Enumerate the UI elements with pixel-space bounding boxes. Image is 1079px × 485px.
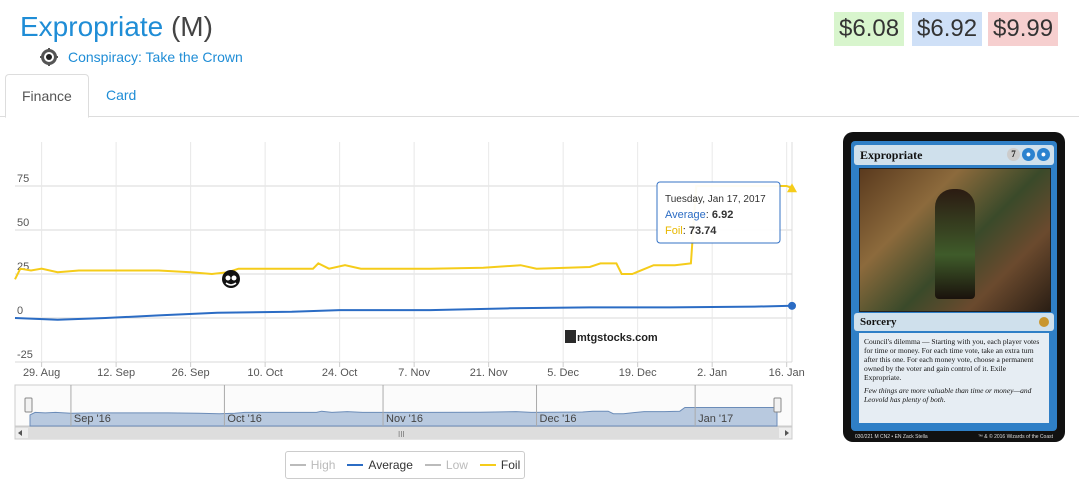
card-copyright: ™ & © 2016 Wizards of the Coast [977,434,1053,440]
legend-item-foil[interactable]: Foil [479,458,521,472]
legend-label-foil: Foil [500,458,521,472]
tooltip-average-row: Average: 6.92 [665,209,733,221]
x-tick-label: 29. Aug [23,367,60,379]
y-tick-label: 75 [17,173,29,185]
tooltip-foil-label: Foil [665,225,683,237]
card-image-title-bar: Expropriate 7 ● ● [854,145,1054,165]
rarity-label: (M) [170,11,213,42]
navigator-tick-label: Oct '16 [227,413,262,425]
set-symbol-icon [1039,317,1049,327]
y-tick-label: 50 [17,217,29,229]
card-artist: Zack Stella [902,434,928,440]
legend-item-low[interactable]: Low [424,458,468,472]
tab-finance[interactable]: Finance [5,74,89,118]
navigator-handle-right[interactable] [773,397,782,413]
tab-card[interactable]: Card [106,87,137,103]
y-tick-label: -25 [17,349,33,361]
tab-bar: Finance Card [0,74,1079,118]
price-low-badge: $6.08 [834,12,905,46]
card-image-title: Expropriate [860,148,923,162]
mana-cost: 7 ● ● [1007,148,1050,161]
card-footer: 030/221 M CN2 • EN Zack Stella ™ & © 201… [855,434,1053,440]
card-collector-info: 030/221 M [855,434,879,440]
x-tick-label: 12. Sep [97,367,135,379]
card-image: Expropriate 7 ● ● Sorcery Council's dile… [843,132,1065,442]
card-name: Expropriate [20,11,164,42]
legend-item-average[interactable]: Average [347,458,413,472]
card-art [859,168,1051,312]
tooltip-date: Tuesday, Jan 17, 2017 [665,194,766,205]
set-link[interactable]: Conspiracy: Take the Crown [68,49,243,65]
price-average-badge: $6.92 [912,12,983,46]
navigator-tick-label: Sep '16 [74,413,111,425]
tooltip-average-label: Average [665,209,706,221]
tooltip-average-value: 6.92 [712,209,733,221]
chart-series [14,183,797,321]
series-line-average [14,304,793,321]
watermark: mtgstocks.com [565,330,658,344]
navigator-tick-label: Dec '16 [540,413,577,425]
mana-generic-icon: 7 [1007,148,1020,161]
card-text-box: Council's dilemma — Starting with you, e… [859,333,1049,423]
card-type-line: Sorcery [854,313,1054,331]
scrollbar-grip-icon: III [398,430,405,439]
card-rules-text: Council's dilemma — Starting with you, e… [864,337,1040,382]
x-tick-label: 10. Oct [247,367,282,379]
x-tick-label: 21. Nov [470,367,508,379]
legend-label-average: Average [368,458,413,472]
navigator-scrollbar-thumb[interactable] [28,428,779,438]
navigator: Sep '16 Oct '16 Nov '16 Dec '16 Jan '17 III [14,384,793,440]
card-set-code: CN2 • EN [880,434,902,440]
series-point-foil [787,183,797,193]
navigator-area [29,407,778,427]
tooltip-foil-value: 73.74 [689,225,717,237]
x-tick-label: 5. Dec [547,367,579,379]
mana-blue-icon: ● [1037,148,1050,161]
set-row: Conspiracy: Take the Crown [40,48,243,66]
legend-label-low: Low [445,458,468,472]
x-tick-label: 24. Oct [322,367,357,379]
chart-grid [15,142,793,367]
x-tick-label: 7. Nov [398,367,430,379]
card-type: Sorcery [860,316,897,328]
chart-legend: High Average Low Foil [285,451,525,479]
series-point-average [788,301,796,310]
watermark-text: mtgstocks.com [577,332,658,344]
x-tick-label: 16. Jan [769,367,805,379]
navigator-tick-label: Jan '17 [698,413,733,425]
x-axis-ticks: 29. Aug 12. Sep 26. Sep 10. Oct 24. Oct 7. No… [23,367,805,379]
price-high-badge: $9.99 [988,12,1059,46]
navigator-tick-label: Nov '16 [386,413,423,425]
x-tick-label: 26. Sep [172,367,210,379]
legend-label-high: High [310,458,336,472]
series-line-foil [14,185,793,280]
tooltip-foil-row: Foil: 73.74 [665,225,717,237]
navigator-handle-left[interactable] [24,397,33,413]
card-flavor-text: Few things are more valuable than time o… [864,386,1032,404]
x-tick-label: 2. Jan [697,367,727,379]
legend-item-high[interactable]: High [289,458,336,472]
conspiracy-set-icon [40,48,58,66]
scroll-right-arrow-icon[interactable] [785,430,789,436]
mana-blue-icon: ● [1022,148,1035,161]
scroll-left-arrow-icon[interactable] [18,430,22,436]
price-flag-marker[interactable] [222,270,240,288]
y-tick-label: 0 [17,305,23,317]
x-tick-label: 19. Dec [619,367,657,379]
tooltip: Tuesday, Jan 17, 2017 Average: 6.92 Foil… [656,181,781,244]
page-title: Expropriate (M) [20,10,213,44]
